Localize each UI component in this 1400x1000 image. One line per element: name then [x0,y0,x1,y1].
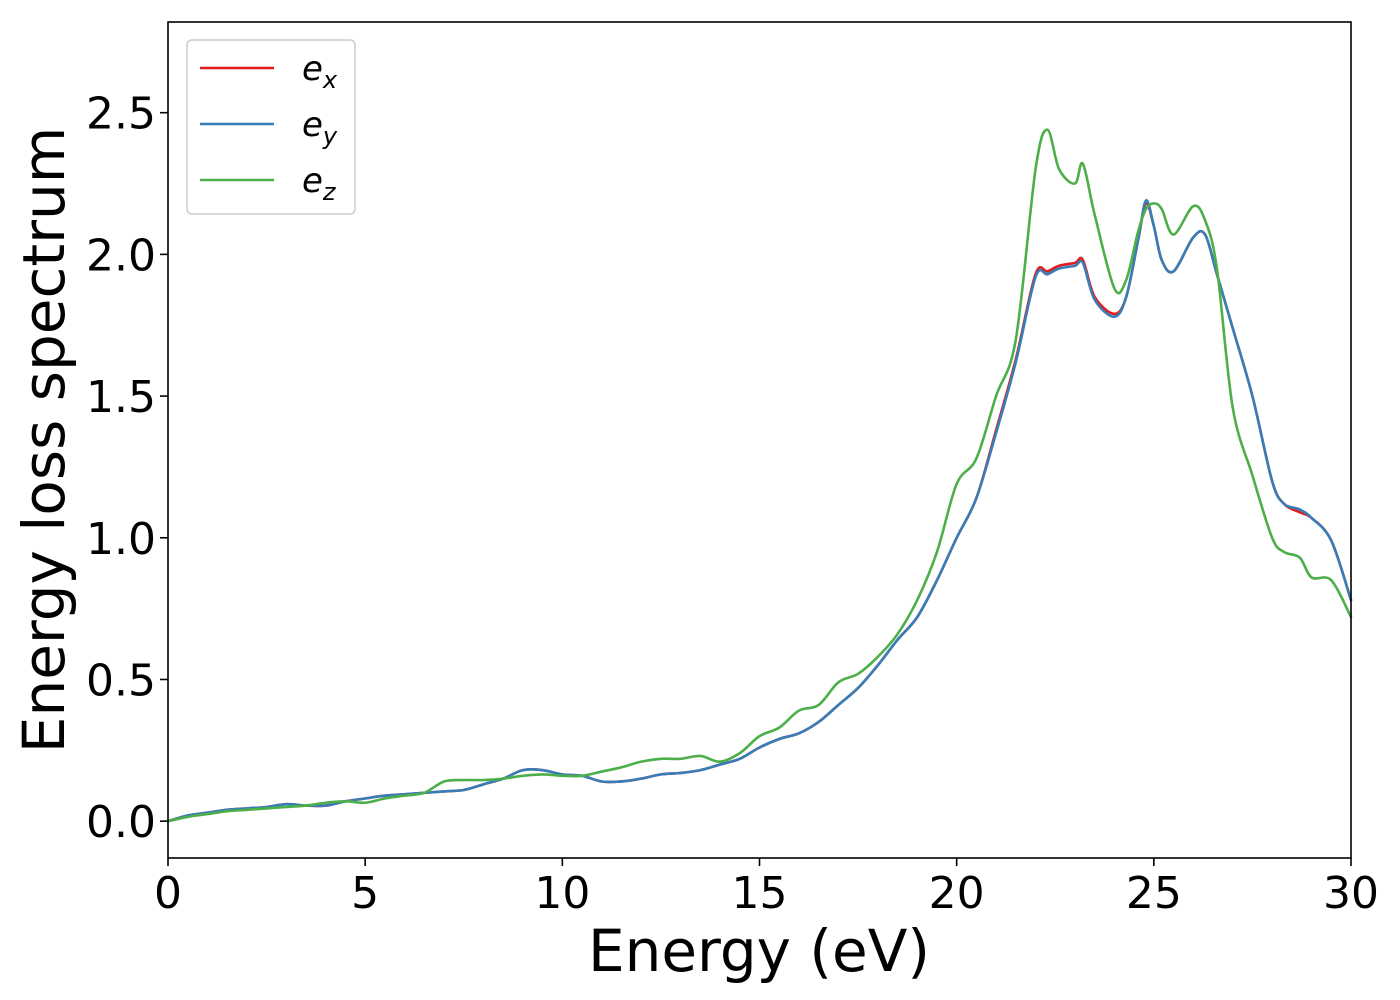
series-layer [166,128,1353,823]
legend-label-subscript: z [322,178,337,206]
x-tick-label: 15 [732,868,788,919]
legend-label-base: e [302,49,323,89]
x-tick-label: 25 [1126,868,1182,919]
y-tick-label: 1.0 [86,514,156,565]
x-tick-label: 5 [351,868,379,919]
legend-label-x: ex [302,49,338,94]
series-line-y [166,199,1353,823]
y-axis: 0.0 0.5 1.0 1.5 2.0 2.5 [86,89,168,848]
y-tick-label: 0.0 [86,797,156,848]
legend-label-subscript: x [322,66,338,94]
x-axis: 0 5 10 15 20 25 30 [154,858,1379,919]
x-tick-label: 10 [534,868,590,919]
legend-label-base: e [302,161,323,201]
plot-area [168,22,1351,858]
x-tick-label: 20 [929,868,985,919]
x-axis-label: Energy (eV) [588,917,930,985]
legend-label-z: ez [302,161,337,206]
y-tick-label: 2.5 [86,89,156,140]
y-tick-label: 0.5 [86,655,156,706]
x-tick-label: 30 [1323,868,1379,919]
y-axis-label: Energy loss spectrum [10,127,78,753]
series-line-z [166,128,1353,823]
y-tick-label: 2.0 [86,230,156,281]
legend-label-subscript: y [322,122,338,150]
legend-label-y: ey [302,105,338,150]
legend-box [186,39,356,215]
x-tick-label: 0 [154,868,182,919]
legend-label-base: e [302,105,323,145]
y-tick-label: 1.5 [86,372,156,423]
